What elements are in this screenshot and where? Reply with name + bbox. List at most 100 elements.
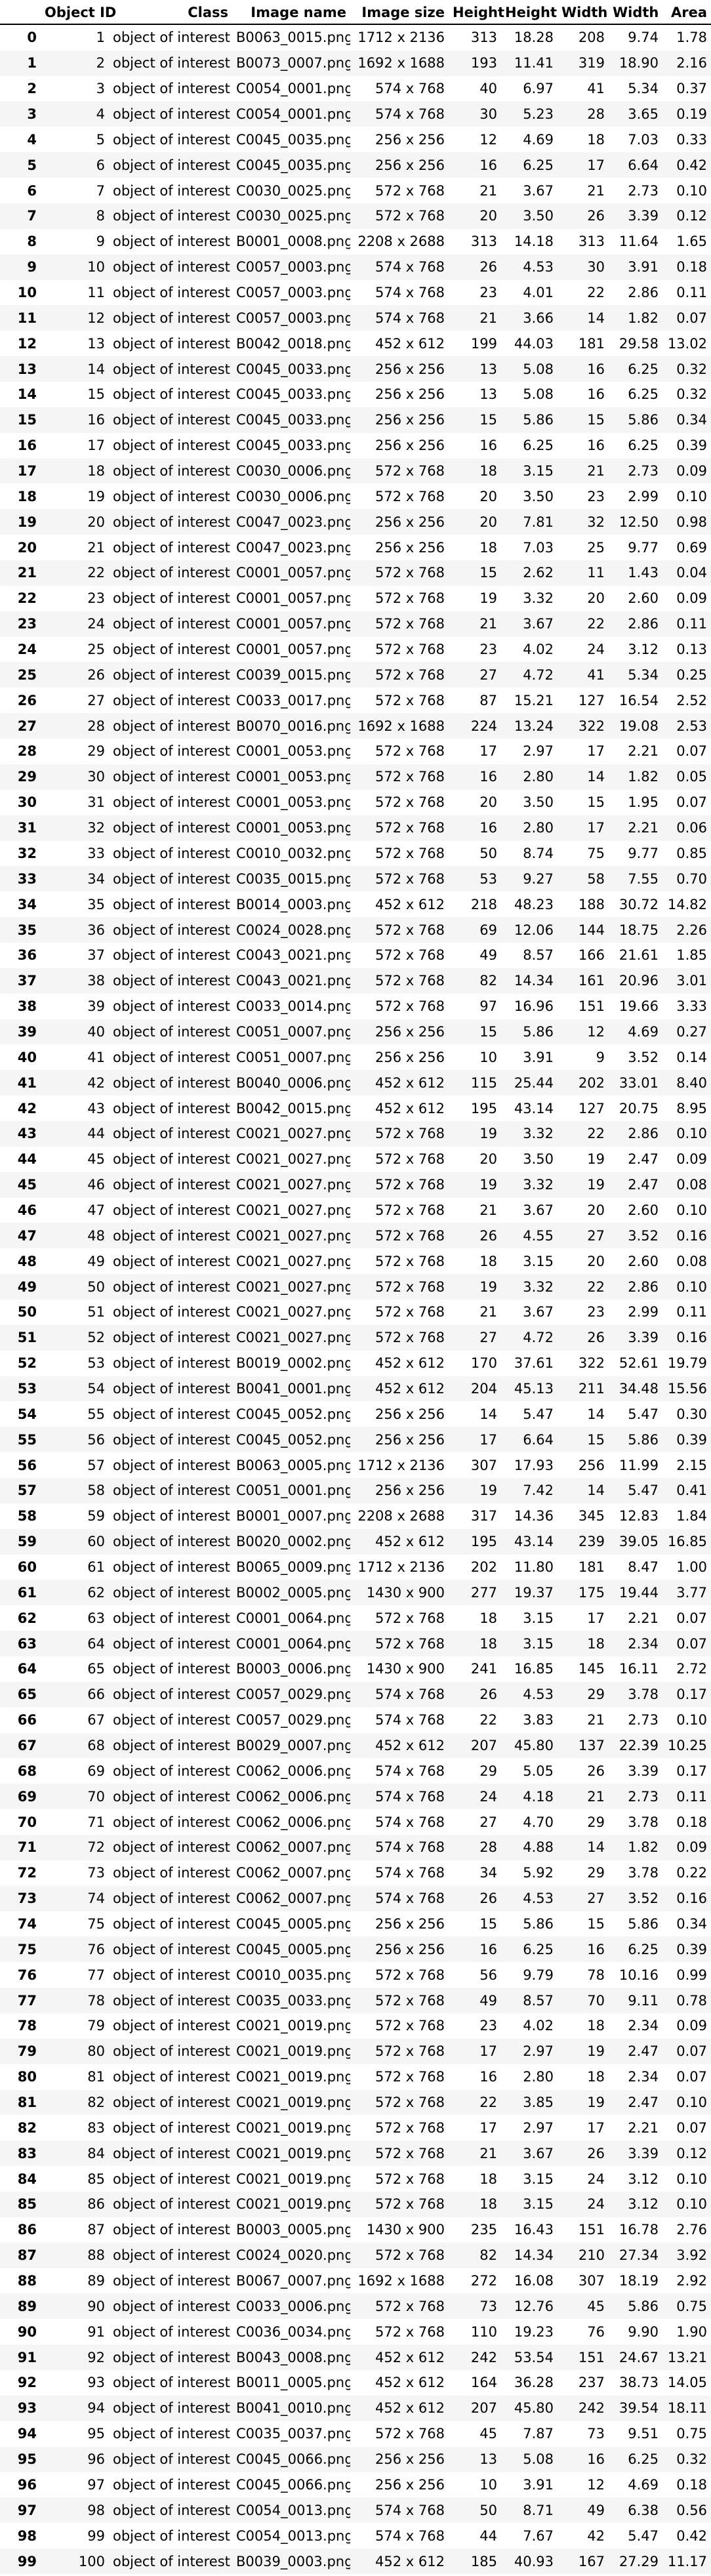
object-id-cell: 42 — [41, 1070, 109, 1096]
height-pct-cell: 8.57 — [523, 947, 554, 964]
width-pct-cell: 6.64 — [609, 152, 662, 178]
width-px-cell: 12 — [558, 1019, 609, 1045]
image-size-cell: 572 x 768 — [375, 2171, 445, 2187]
image-size-cell: 572 x 768 — [350, 1988, 449, 2014]
image-size-cell: 574 x 768 — [375, 1712, 445, 1728]
table-row: 8 9 object of interest B0001_0008.png 2208 x… — [0, 229, 711, 255]
height-px-cell: 40 — [479, 81, 497, 97]
image-size-cell: 256 x 256 — [375, 1406, 445, 1422]
area-cell: 3.33 — [676, 998, 707, 1015]
width-px-cell: 14 — [558, 305, 609, 331]
object-id-cell: 89 — [87, 2273, 105, 2289]
height-px-cell: 241 — [470, 1661, 497, 1677]
width-pct-cell: 11.99 — [619, 1457, 659, 1473]
image-size-cell: 572 x 768 — [375, 2119, 445, 2136]
table-row: 25 26 object of interest C0039_0015.png 572 … — [0, 662, 711, 688]
object-id-cell: 64 — [41, 1631, 109, 1656]
width-pct-cell: 2.60 — [628, 590, 659, 607]
table-row: 67 68 object of interest B0029_0007.png 452 … — [0, 1732, 711, 1759]
width-pct-cell: 2.60 — [628, 1202, 659, 1218]
image-name-cell: B0040_0006.png — [232, 1070, 350, 1096]
image-size-cell: 256 x 256 — [375, 131, 445, 148]
height-pct-cell: 4.53 — [501, 254, 558, 280]
image-size-cell: 574 x 768 — [350, 101, 449, 127]
object-id-cell: 3 — [96, 81, 105, 97]
area-cell: 0.07 — [676, 743, 707, 760]
height-pct-cell: 43.14 — [514, 1100, 554, 1116]
height-px-cell: 20 — [479, 794, 497, 811]
width-pct-cell: 19.66 — [619, 998, 659, 1015]
width-px-cell: 42 — [587, 2527, 605, 2544]
row-index: 36 — [17, 947, 37, 964]
width-pct-cell: 3.65 — [609, 101, 662, 127]
width-px-cell: 24 — [587, 642, 605, 658]
row-index: 4 — [27, 131, 37, 148]
width-pct-cell: 3.52 — [609, 1885, 662, 1912]
width-px-cell: 208 — [578, 30, 605, 46]
width-pct-cell: 1.82 — [609, 305, 662, 331]
area-cell: 0.27 — [662, 1019, 711, 1045]
table-row: 58 59 object of interest B0001_0007.png 2208… — [0, 1503, 711, 1529]
height-px-cell: 20 — [479, 488, 497, 504]
area-cell: 0.10 — [662, 2192, 711, 2217]
width-px-cell: 22 — [587, 285, 605, 301]
width-px-cell: 26 — [558, 2140, 609, 2167]
height-pct-cell: 3.15 — [523, 1610, 554, 1626]
object-id-cell: 45 — [87, 1151, 105, 1168]
object-id-cell: 20 — [41, 509, 109, 535]
object-id-cell: 2 — [41, 50, 109, 76]
class-cell: object of interest — [109, 407, 232, 433]
row-index: 49 — [0, 1274, 41, 1299]
row-index: 85 — [0, 2192, 41, 2217]
image-size-cell: 1430 x 900 — [350, 1580, 449, 1606]
row-index: 40 — [17, 1049, 37, 1065]
width-px-cell: 151 — [558, 2344, 609, 2371]
image-name-cell: C0021_0027.png — [232, 1172, 350, 1198]
table-row: 45 46 object of interest C0021_0027.png 572 … — [0, 1172, 711, 1198]
height-px-cell: 27 — [449, 662, 501, 688]
table-row: 38 39 object of interest C0033_0014.png 572 … — [0, 994, 711, 1019]
width-px-cell: 16 — [558, 1936, 609, 1963]
height-pct-cell: 4.70 — [523, 1814, 554, 1830]
image-size-cell: 452 x 612 — [375, 1100, 445, 1116]
header-class: Class — [109, 1, 232, 25]
class-cell: object of interest — [109, 356, 232, 382]
height-px-cell: 19 — [449, 1477, 501, 1503]
width-px-cell: 15 — [558, 1427, 609, 1453]
area-cell: 0.10 — [662, 1274, 711, 1299]
width-pct-cell: 5.47 — [628, 2527, 659, 2544]
area-cell: 0.17 — [676, 1763, 707, 1779]
image-name-cell: C0030_0006.png — [236, 488, 350, 504]
row-index: 65 — [0, 1681, 41, 1707]
width-pct-cell: 34.48 — [609, 1376, 662, 1402]
width-px-cell: 20 — [587, 1253, 605, 1269]
class-cell: object of interest — [113, 1151, 230, 1168]
width-pct-cell: 2.47 — [609, 2038, 662, 2064]
width-pct-cell: 2.86 — [628, 285, 659, 301]
image-name-cell: C0035_0015.png — [232, 866, 350, 892]
width-pct-cell: 3.91 — [609, 254, 662, 280]
height-px-cell: 26 — [449, 1681, 501, 1707]
width-px-cell: 25 — [587, 539, 605, 556]
height-px-cell: 73 — [449, 2293, 501, 2320]
width-pct-cell: 2.21 — [628, 1610, 659, 1626]
area-cell: 0.04 — [662, 560, 711, 586]
image-size-cell: 572 x 768 — [350, 1274, 449, 1299]
object-id-cell: 7 — [96, 182, 105, 199]
object-id-cell: 90 — [41, 2293, 109, 2320]
width-px-cell: 76 — [587, 2323, 605, 2340]
table-row: 75 76 object of interest C0045_0005.png 256 … — [0, 1936, 711, 1963]
height-pct-cell: 5.86 — [501, 1019, 558, 1045]
object-id-cell: 93 — [87, 2375, 105, 2391]
table-row: 70 71 object of interest C0062_0006.png 574 … — [0, 1809, 711, 1835]
width-pct-cell: 6.38 — [609, 2497, 662, 2524]
object-id-cell: 27 — [87, 692, 105, 708]
height-pct-cell: 2.80 — [501, 764, 558, 790]
height-pct-cell: 3.15 — [523, 2171, 554, 2187]
height-px-cell: 19 — [479, 590, 497, 607]
row-index: 5 — [0, 152, 41, 178]
height-px-cell: 204 — [449, 1376, 501, 1402]
image-size-cell: 452 x 612 — [375, 1355, 445, 1372]
row-index: 90 — [17, 2323, 37, 2340]
width-pct-cell: 9.77 — [628, 845, 659, 861]
